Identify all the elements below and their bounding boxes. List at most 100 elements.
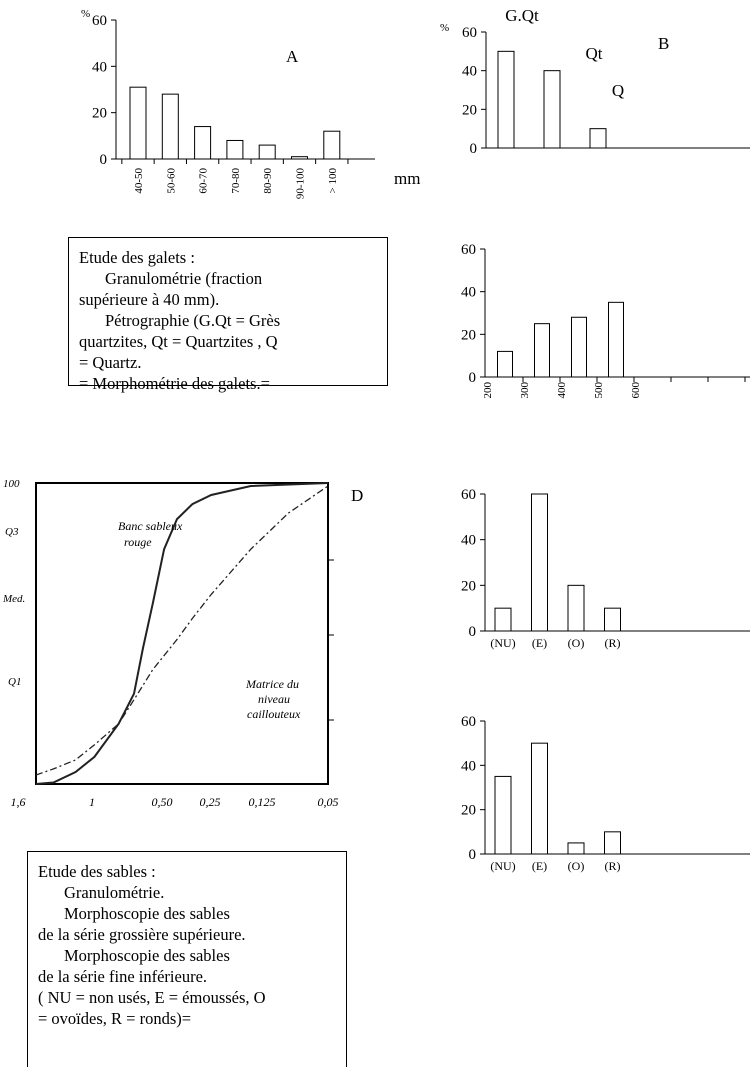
bar-(E) [531, 493, 548, 632]
bar-50-60 [161, 93, 179, 160]
bar-400 [571, 316, 587, 378]
chart-e-morphoscopie-superieure: 0 20 40 60 (NU) (E) (O) (R) [461, 487, 750, 650]
bar-(R) [604, 607, 621, 632]
chart-d-courbes-granulometriques: 1,6 1 0,50 0,25 0,125 0,05 100 Q3 Med. Q1 Banc sab… [2, 478, 363, 809]
x-tick-label: (R) [605, 859, 621, 873]
bar-> 100 [323, 130, 341, 160]
bar-70-80 [226, 139, 244, 160]
bar-40-50 [129, 86, 147, 160]
caption-line: Pétrographie (G.Qt = Grès [105, 311, 281, 330]
bar-Qt [543, 70, 561, 149]
y-tick-label: Med. [2, 593, 25, 605]
x-tick-label: (NU) [490, 636, 515, 650]
caption-line: supérieure à 40 mm). [79, 290, 220, 309]
caption-etude-galets: Etude des galets : Granulométrie (fracti… [68, 237, 388, 393]
bar-90-100 [291, 156, 308, 160]
x-tick-label: (NU) [490, 859, 515, 873]
bar-500 [608, 301, 624, 378]
series-label: Matrice du [245, 677, 299, 691]
series-label: rouge [124, 535, 152, 549]
bar-(NU) [494, 607, 512, 632]
plot-frame [35, 482, 329, 785]
category-label: Q [612, 81, 624, 100]
caption-line: = Morphométrie des galets.= [79, 374, 270, 393]
chart-b-petrographie: 0 20 40 60% G.Qt Qt Q B [440, 6, 750, 157]
y-tick-label: 60 [92, 13, 107, 29]
panel-label: B [658, 34, 669, 53]
x-tick-label: 40-50 [133, 168, 145, 194]
x-tick-label: 1,6 [11, 795, 26, 809]
caption-line: Granulométrie. [64, 883, 165, 902]
bar-(NU) [494, 775, 512, 855]
x-tick-label: 300 [519, 382, 531, 399]
y-tick-label: 40 [92, 59, 107, 75]
y-tick-label: 60 [461, 714, 476, 730]
y-axis-label: % [440, 22, 449, 34]
y-tick-label: Q1 [8, 676, 21, 688]
bar-Q [589, 128, 607, 149]
bar-60-70 [194, 126, 212, 160]
y-tick-label: 0 [470, 141, 478, 157]
y-tick-label: 40 [461, 533, 476, 549]
caption-line: = Quartz. [79, 353, 142, 372]
y-tick-label: 100 [3, 478, 20, 490]
caption-line: Etude des galets : [79, 248, 195, 267]
y-tick-label: Q3 [5, 526, 19, 538]
caption-etude-sables: Etude des sables : Granulométrie. Morpho… [27, 851, 347, 1067]
x-tick-label: 400 [556, 382, 568, 399]
y-tick-label: 20 [462, 102, 477, 118]
series-label: niveau [258, 692, 290, 706]
caption-line: ( NU = non usés, E = émoussés, O [38, 988, 266, 1007]
caption-line: Morphoscopie des sables [64, 904, 230, 923]
bar-(O) [567, 584, 585, 632]
x-tick-label: (E) [532, 636, 547, 650]
chart-a-granulometrie: 0 20 40 60% 40-50 50-60 60-70 70-80 80-90 90-100 >… [81, 8, 420, 199]
x-tick-label: 500 [593, 382, 605, 399]
x-tick-label: (O) [568, 636, 585, 650]
y-tick-label: 40 [461, 758, 476, 774]
x-tick-label: 0,05 [318, 795, 339, 809]
bar-(R) [604, 831, 621, 855]
y-tick-label: 20 [461, 327, 476, 343]
x-tick-label: 1 [89, 795, 95, 809]
series-label: Banc sableux [118, 519, 183, 533]
caption-line: de la série fine inférieure. [38, 967, 208, 986]
series-matrice [35, 485, 329, 776]
caption-line: quartzites, Qt = Quartzites , Q [79, 332, 278, 351]
y-tick-label: 0 [469, 847, 477, 863]
series-label: caillouteux [247, 707, 301, 721]
bar-(O) [567, 842, 585, 855]
chart-c-morphometrie: 0 20 40 60 200 300 400 500 600 [461, 242, 750, 399]
y-tick-label: 0 [100, 152, 108, 168]
y-tick-label: 60 [462, 25, 477, 41]
x-tick-label: 600 [630, 382, 642, 399]
caption-line: Etude des sables : [38, 862, 156, 881]
x-tick-label: 0,25 [200, 795, 221, 809]
x-tick-label: 50-60 [165, 168, 177, 194]
panel-label: D [351, 486, 363, 505]
y-tick-label: 60 [461, 242, 476, 258]
caption-line: = ovoïdes, R = ronds)= [38, 1009, 192, 1028]
x-axis-label: mm [394, 169, 420, 188]
x-tick-label: > 100 [327, 168, 339, 194]
x-tick-label: (E) [532, 859, 547, 873]
bar-300 [534, 323, 550, 378]
y-tick-label: 20 [461, 803, 476, 819]
panel-label: A [286, 47, 299, 66]
caption-line: de la série grossière supérieure. [38, 925, 246, 944]
y-tick-label: 20 [461, 578, 476, 594]
bar-200 [497, 350, 513, 378]
bar-80-90 [258, 144, 276, 160]
category-label: Qt [586, 44, 603, 63]
bar-(E) [531, 742, 548, 855]
series-banc-sableux [35, 482, 329, 785]
x-tick-label: (O) [568, 859, 585, 873]
y-tick-label: 40 [461, 285, 476, 301]
chart-f-morphoscopie-inferieure: 0 20 40 60 (NU) (E) (O) (R) [461, 714, 750, 873]
y-tick-label: 20 [92, 106, 107, 122]
caption-line: Granulométrie (fraction [105, 269, 263, 288]
x-tick-label: 60-70 [198, 168, 210, 194]
y-tick-label: 60 [461, 487, 476, 503]
x-tick-label: 0,125 [249, 795, 276, 809]
y-tick-label: 0 [469, 624, 477, 640]
